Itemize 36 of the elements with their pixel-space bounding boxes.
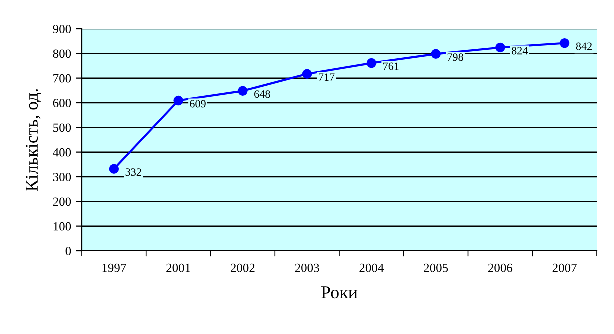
- y-tick-label: 500: [54, 124, 72, 132]
- data-label: 648: [254, 90, 270, 98]
- y-tick-label: 700: [54, 74, 72, 83]
- x-axis-title: Роки: [321, 286, 358, 299]
- y-tick-label: 200: [53, 198, 72, 206]
- y-tick-label: 100: [54, 222, 72, 231]
- data-label: 761: [384, 62, 399, 70]
- data-label: 609: [190, 100, 206, 108]
- x-tick-label: 2003: [295, 264, 320, 272]
- x-tick-label: 1997: [102, 264, 126, 272]
- x-tick-label: 2002: [230, 264, 255, 272]
- data-label: 824: [512, 47, 528, 55]
- point: [238, 86, 248, 96]
- point: [109, 164, 120, 174]
- data-label: 717: [319, 74, 335, 81]
- y-tick-label: 0: [66, 247, 72, 256]
- data-label: 798: [448, 54, 464, 62]
- point: [302, 69, 312, 79]
- y-tick-label: 600: [53, 99, 72, 108]
- x-tick-label: 2007: [552, 264, 577, 272]
- data-label: 842: [576, 42, 592, 50]
- point: [366, 58, 377, 68]
- x-tick-label: 2001: [166, 264, 190, 272]
- x-tick-label: 2004: [360, 264, 384, 272]
- y-tick-label: 400: [53, 148, 72, 157]
- y-axis-title: Кількість, од.: [26, 89, 42, 192]
- point: [496, 42, 506, 53]
- y-tick-label: 800: [53, 50, 72, 58]
- x-tick-label: 2006: [488, 264, 513, 272]
- point: [560, 38, 570, 48]
- point: [174, 96, 184, 106]
- y-tick-label: 300: [53, 173, 72, 182]
- x-tick-label: 2005: [424, 264, 448, 272]
- data-label: 332: [126, 168, 142, 176]
- y-tick-label: 900: [53, 25, 72, 34]
- point: [431, 49, 441, 60]
